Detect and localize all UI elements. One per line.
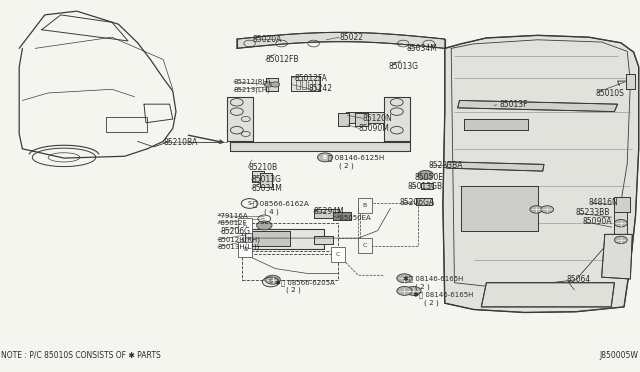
Polygon shape <box>443 35 639 312</box>
Bar <box>296 80 300 89</box>
Circle shape <box>406 286 421 295</box>
Circle shape <box>614 236 627 244</box>
Text: 85213(LH): 85213(LH) <box>234 87 271 93</box>
Text: *79116A: *79116A <box>218 213 248 219</box>
Polygon shape <box>266 78 278 91</box>
Text: 85090A: 85090A <box>582 217 612 226</box>
Text: 85233BA: 85233BA <box>429 161 463 170</box>
Circle shape <box>541 206 554 213</box>
Polygon shape <box>614 197 630 212</box>
Polygon shape <box>421 183 433 189</box>
Text: 85013G: 85013G <box>388 62 419 71</box>
Circle shape <box>317 153 333 162</box>
Text: 85212(RH): 85212(RH) <box>234 78 271 85</box>
Bar <box>315 80 319 89</box>
Text: Ⓑ 08146-6125H: Ⓑ 08146-6125H <box>328 155 385 161</box>
Text: 85012FB: 85012FB <box>266 55 299 64</box>
Polygon shape <box>252 231 290 246</box>
Circle shape <box>614 219 627 227</box>
Bar <box>106 117 147 132</box>
Polygon shape <box>464 119 528 130</box>
Text: 85012FA: 85012FA <box>294 74 327 83</box>
Text: ✱Ⓢ 08566-6205A: ✱Ⓢ 08566-6205A <box>275 279 335 286</box>
Text: *85012F: *85012F <box>218 220 247 226</box>
Polygon shape <box>291 76 320 91</box>
Polygon shape <box>314 209 339 218</box>
Text: 85034M: 85034M <box>252 184 282 193</box>
Polygon shape <box>416 198 432 205</box>
Text: 85242: 85242 <box>308 84 333 93</box>
Text: S: S <box>248 201 252 206</box>
Text: 84816N: 84816N <box>589 198 618 207</box>
Text: A: A <box>243 223 247 228</box>
Text: ( 2 ): ( 2 ) <box>424 300 439 307</box>
Text: ✱Ⓑ 08146-6165H: ✱Ⓑ 08146-6165H <box>413 291 473 298</box>
Text: B: B <box>323 155 327 160</box>
Circle shape <box>271 82 280 87</box>
Polygon shape <box>245 229 324 249</box>
Text: NOTE : P/C 85010S CONSISTS OF ✱ PARTS: NOTE : P/C 85010S CONSISTS OF ✱ PARTS <box>1 351 161 360</box>
Text: 85090M: 85090M <box>358 124 389 133</box>
Polygon shape <box>614 212 627 238</box>
Polygon shape <box>230 142 410 151</box>
Text: 85210BA: 85210BA <box>163 138 198 147</box>
Text: C: C <box>363 243 367 248</box>
Polygon shape <box>626 74 635 89</box>
Polygon shape <box>333 212 351 220</box>
Circle shape <box>264 82 273 87</box>
Text: *85050EA: *85050EA <box>337 215 372 221</box>
Bar <box>308 80 312 89</box>
Text: 85210B: 85210B <box>248 163 278 172</box>
Text: 85020A: 85020A <box>253 35 282 44</box>
Polygon shape <box>237 32 445 48</box>
Bar <box>302 80 306 89</box>
Text: 85013H(LH): 85013H(LH) <box>218 244 260 250</box>
Text: 85034M: 85034M <box>406 44 437 53</box>
Text: 85013F: 85013F <box>499 100 528 109</box>
Text: 85012H(RH): 85012H(RH) <box>218 236 260 243</box>
Text: 85294M: 85294M <box>314 207 344 216</box>
Circle shape <box>418 170 433 179</box>
Text: Ⓢ 08566-6162A: Ⓢ 08566-6162A <box>253 200 308 207</box>
Circle shape <box>257 221 272 230</box>
Text: 85013G: 85013G <box>252 175 282 184</box>
Text: 85206G: 85206G <box>221 227 251 236</box>
Polygon shape <box>481 283 614 307</box>
Text: 85064: 85064 <box>566 275 591 284</box>
Text: 85022: 85022 <box>339 33 364 42</box>
Polygon shape <box>461 186 538 231</box>
Text: ( 2 ): ( 2 ) <box>286 287 301 294</box>
Text: B: B <box>243 247 247 253</box>
Polygon shape <box>384 97 410 141</box>
Polygon shape <box>458 100 618 112</box>
Text: ( 2 ): ( 2 ) <box>339 162 354 169</box>
Polygon shape <box>338 113 349 126</box>
Text: 85050E: 85050E <box>415 173 444 182</box>
Text: ( 2 ): ( 2 ) <box>415 284 429 291</box>
Text: J850005W: J850005W <box>600 351 639 360</box>
Circle shape <box>397 274 412 283</box>
Text: 85013GB: 85013GB <box>408 182 443 191</box>
Text: ✱Ⓑ 08146-6165H: ✱Ⓑ 08146-6165H <box>403 276 463 282</box>
Text: B: B <box>363 203 367 208</box>
Circle shape <box>530 206 543 213</box>
Text: C: C <box>336 252 340 257</box>
Polygon shape <box>252 171 264 182</box>
Polygon shape <box>346 112 384 123</box>
Polygon shape <box>447 162 544 171</box>
Text: ( 4 ): ( 4 ) <box>264 208 279 215</box>
Circle shape <box>397 286 412 295</box>
Polygon shape <box>355 113 368 126</box>
Polygon shape <box>602 234 632 279</box>
Polygon shape <box>227 97 253 141</box>
Text: 85206GA: 85206GA <box>400 198 435 207</box>
Text: 85120N: 85120N <box>363 114 392 123</box>
Text: S: S <box>269 279 273 285</box>
Circle shape <box>265 275 280 284</box>
Polygon shape <box>260 173 272 187</box>
Polygon shape <box>314 236 333 244</box>
Text: 85233BB: 85233BB <box>576 208 611 217</box>
Text: 85010S: 85010S <box>595 89 624 97</box>
